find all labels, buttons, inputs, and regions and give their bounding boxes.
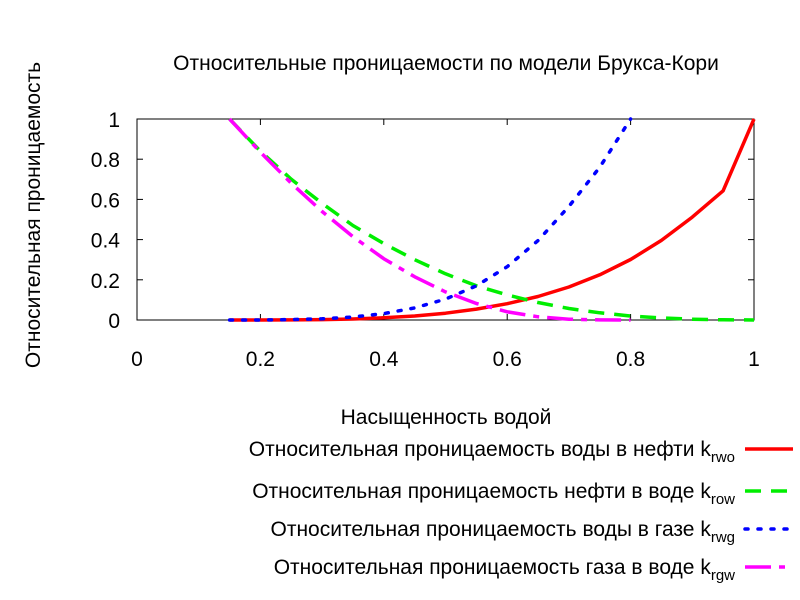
series-line-krgw (228, 117, 631, 322)
y-tick-label: 1 (108, 109, 120, 132)
legend-label-krwo: Относительная проницаемость воды в нефти… (249, 438, 735, 466)
plot-area (136, 118, 755, 321)
y-tick-label: 0.8 (91, 149, 120, 172)
legend-label-krow: Относительная проницаемость нефти в воде… (252, 480, 735, 508)
x-tick-label: 1 (748, 348, 760, 371)
series-line-krwg (227, 117, 633, 322)
y-axis-label: Относительная проницаемость (22, 62, 45, 368)
legend: Относительная проницаемость воды в нефти… (249, 438, 795, 584)
y-tick-label: 0.2 (91, 270, 120, 293)
plot-border (136, 118, 755, 321)
x-tick-label: 0.2 (246, 348, 275, 371)
series-line-krow (228, 117, 755, 322)
y-tick-label: 0 (108, 310, 120, 333)
series-layer (227, 117, 756, 322)
x-axis-label: Насыщенность водой (341, 406, 552, 429)
x-tick-label: 0.8 (616, 348, 645, 371)
axis-ticks: 0 0.2 0.4 0.6 0.8 1 0 0.2 0.4 0.6 0.8 1 (91, 109, 760, 371)
y-tick-label: 0.4 (91, 230, 121, 253)
y-tick-label: 0.6 (91, 189, 120, 212)
x-tick-label: 0.6 (493, 348, 522, 371)
x-tick-label: 0 (131, 348, 143, 371)
chart-title: Относительные проницаемости по модели Бр… (173, 52, 719, 75)
legend-label-krwg: Относительная проницаемость воды в газе … (271, 518, 736, 546)
legend-label-krgw: Относительная проницаемость газа в воде … (274, 556, 735, 584)
x-tick-label: 0.4 (369, 348, 399, 371)
